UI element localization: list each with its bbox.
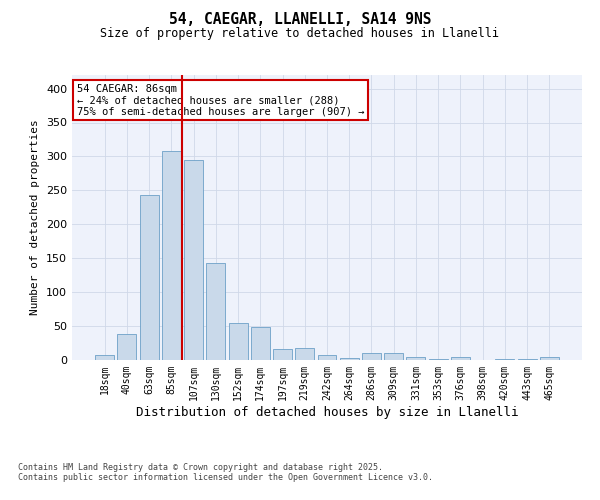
X-axis label: Distribution of detached houses by size in Llanelli: Distribution of detached houses by size … [136,406,518,418]
Text: 54 CAEGAR: 86sqm
← 24% of detached houses are smaller (288)
75% of semi-detached: 54 CAEGAR: 86sqm ← 24% of detached house… [77,84,365,116]
Bar [362,353,381,360]
Bar [162,151,181,360]
Bar [406,356,425,360]
Bar [95,355,114,360]
Bar [118,334,136,360]
Bar [229,322,248,360]
Bar [340,358,359,360]
Bar [429,358,448,360]
Bar [140,195,158,360]
Text: 54, CAEGAR, LLANELLI, SA14 9NS: 54, CAEGAR, LLANELLI, SA14 9NS [169,12,431,28]
Bar [273,349,292,360]
Bar [451,358,470,360]
Bar [317,354,337,360]
Bar [251,328,270,360]
Bar [540,358,559,360]
Bar [184,160,203,360]
Bar [295,348,314,360]
Text: Contains HM Land Registry data © Crown copyright and database right 2025.
Contai: Contains HM Land Registry data © Crown c… [18,463,433,482]
Text: Size of property relative to detached houses in Llanelli: Size of property relative to detached ho… [101,28,499,40]
Bar [384,353,403,360]
Bar [206,263,225,360]
Y-axis label: Number of detached properties: Number of detached properties [31,120,40,316]
